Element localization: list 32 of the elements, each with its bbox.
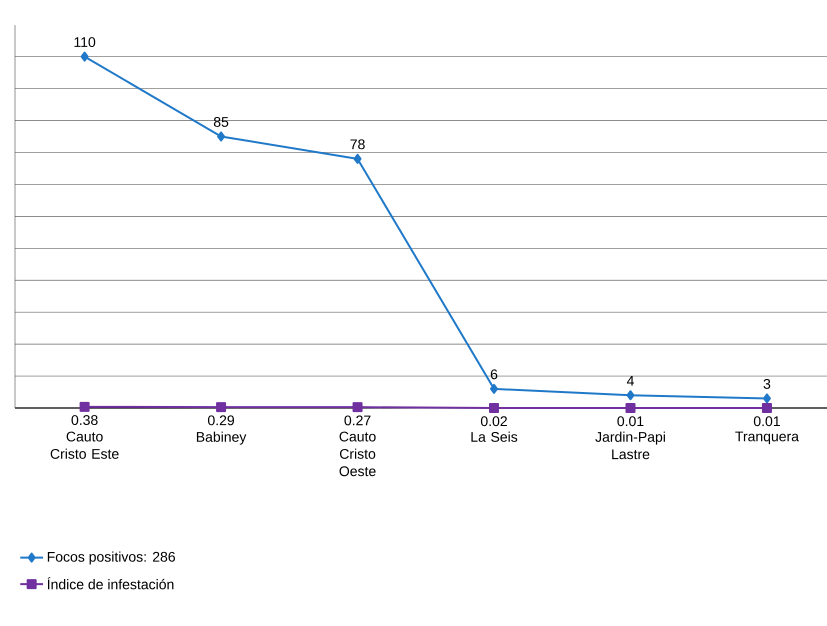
data-label: 85 xyxy=(214,116,228,127)
data-label: 0.38 xyxy=(72,415,98,426)
point xyxy=(352,402,363,412)
data-label: 78 xyxy=(350,139,365,150)
x-tick-label: Tranquera xyxy=(735,432,799,444)
point xyxy=(216,402,226,412)
data-label: 0.01 xyxy=(617,416,644,426)
data-label: 110 xyxy=(74,37,96,48)
point xyxy=(354,154,362,164)
data-label: 3 xyxy=(764,378,770,389)
x-tick-label: Cauto Cristo Este xyxy=(50,432,119,459)
point xyxy=(762,393,771,404)
point xyxy=(625,403,636,414)
point xyxy=(217,131,226,142)
data-label: 0.27 xyxy=(344,415,370,426)
data-label: 6 xyxy=(490,369,498,380)
data-label: 0.02 xyxy=(480,416,507,426)
x-tick-label: Jardin-Papi Lastre xyxy=(595,432,665,460)
x-tick-label: Babiney xyxy=(196,432,246,445)
legend-label: Focos positivos: 286 xyxy=(48,551,175,565)
data-label: 0.01 xyxy=(754,416,780,426)
point xyxy=(626,390,634,400)
legend-label: Índice de infestación xyxy=(48,577,174,590)
data-label: 0.29 xyxy=(208,415,234,426)
point xyxy=(80,402,90,412)
point xyxy=(489,402,500,413)
x-tick-label: Cauto Cristo Oeste xyxy=(340,432,376,476)
point xyxy=(80,52,89,62)
point xyxy=(762,403,772,414)
x-tick-label: La Seis xyxy=(471,432,518,442)
point xyxy=(490,384,498,394)
data-label: 4 xyxy=(626,376,634,386)
